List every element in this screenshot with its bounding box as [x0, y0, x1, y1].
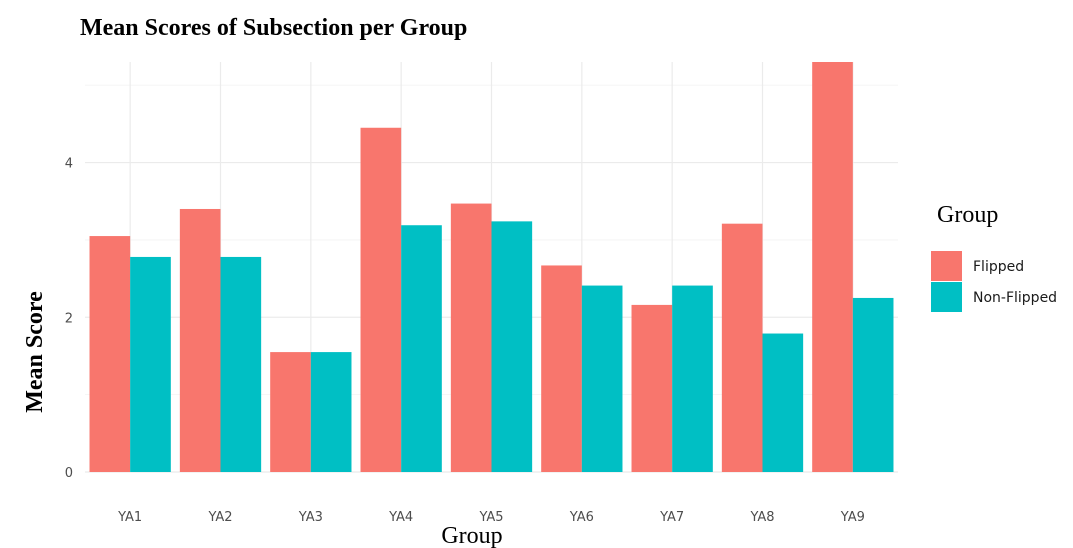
- bar-ya7-non-flipped: [672, 285, 713, 472]
- bar-ya5-non-flipped: [491, 221, 533, 472]
- bar-ya1-flipped: [89, 236, 131, 472]
- x-tick-label: YA9: [840, 510, 865, 525]
- x-axis-title: Group: [441, 523, 502, 548]
- bar-ya9-flipped: [812, 62, 853, 472]
- y-tick-label: 4: [65, 157, 73, 172]
- legend-swatch-flipped: [931, 251, 962, 281]
- bar-ya1-non-flipped: [130, 256, 171, 472]
- bar-ya3-non-flipped: [310, 352, 352, 472]
- bar-ya9-non-flipped: [852, 297, 894, 472]
- legend-title: Group: [937, 202, 998, 228]
- chart-title: Mean Scores of Subsection per Group: [80, 15, 467, 41]
- bars: [89, 62, 894, 473]
- x-tick-labels: YA1 YA2 YA3 YA4 YA5 YA6 YA7 YA8 YA9: [117, 510, 865, 525]
- y-tick-label: 0: [65, 466, 73, 481]
- legend-label-flipped: Flipped: [973, 259, 1024, 275]
- bar-ya4-non-flipped: [401, 225, 442, 472]
- bar-ya2-flipped: [179, 208, 221, 472]
- y-tick-label: 2: [65, 311, 73, 326]
- x-tick-label: YA5: [478, 510, 503, 525]
- x-tick-label: YA6: [569, 510, 594, 525]
- bar-ya7-flipped: [631, 304, 673, 472]
- legend-label-non-flipped: Non-Flipped: [973, 290, 1057, 306]
- y-tick-labels: 0 2 4: [65, 157, 73, 481]
- y-axis-title: Mean Score: [22, 291, 48, 413]
- x-tick-label: YA1: [117, 510, 142, 525]
- legend-swatch-non-flipped: [931, 282, 962, 312]
- x-tick-label: YA3: [298, 510, 323, 525]
- bar-ya4-flipped: [360, 127, 402, 473]
- bar-ya5-flipped: [450, 203, 492, 472]
- x-tick-label: YA7: [659, 510, 684, 525]
- legend: Group Flipped Non-Flipped: [931, 202, 1057, 312]
- bar-ya6-non-flipped: [581, 285, 623, 472]
- x-tick-label: YA2: [207, 510, 232, 525]
- bar-ya2-non-flipped: [220, 256, 262, 472]
- bar-ya8-flipped: [721, 223, 763, 472]
- x-tick-label: YA8: [749, 510, 774, 525]
- bar-ya6-flipped: [541, 265, 582, 472]
- bar-ya3-flipped: [270, 352, 311, 472]
- bar-ya8-non-flipped: [762, 333, 804, 472]
- x-tick-label: YA4: [388, 510, 413, 525]
